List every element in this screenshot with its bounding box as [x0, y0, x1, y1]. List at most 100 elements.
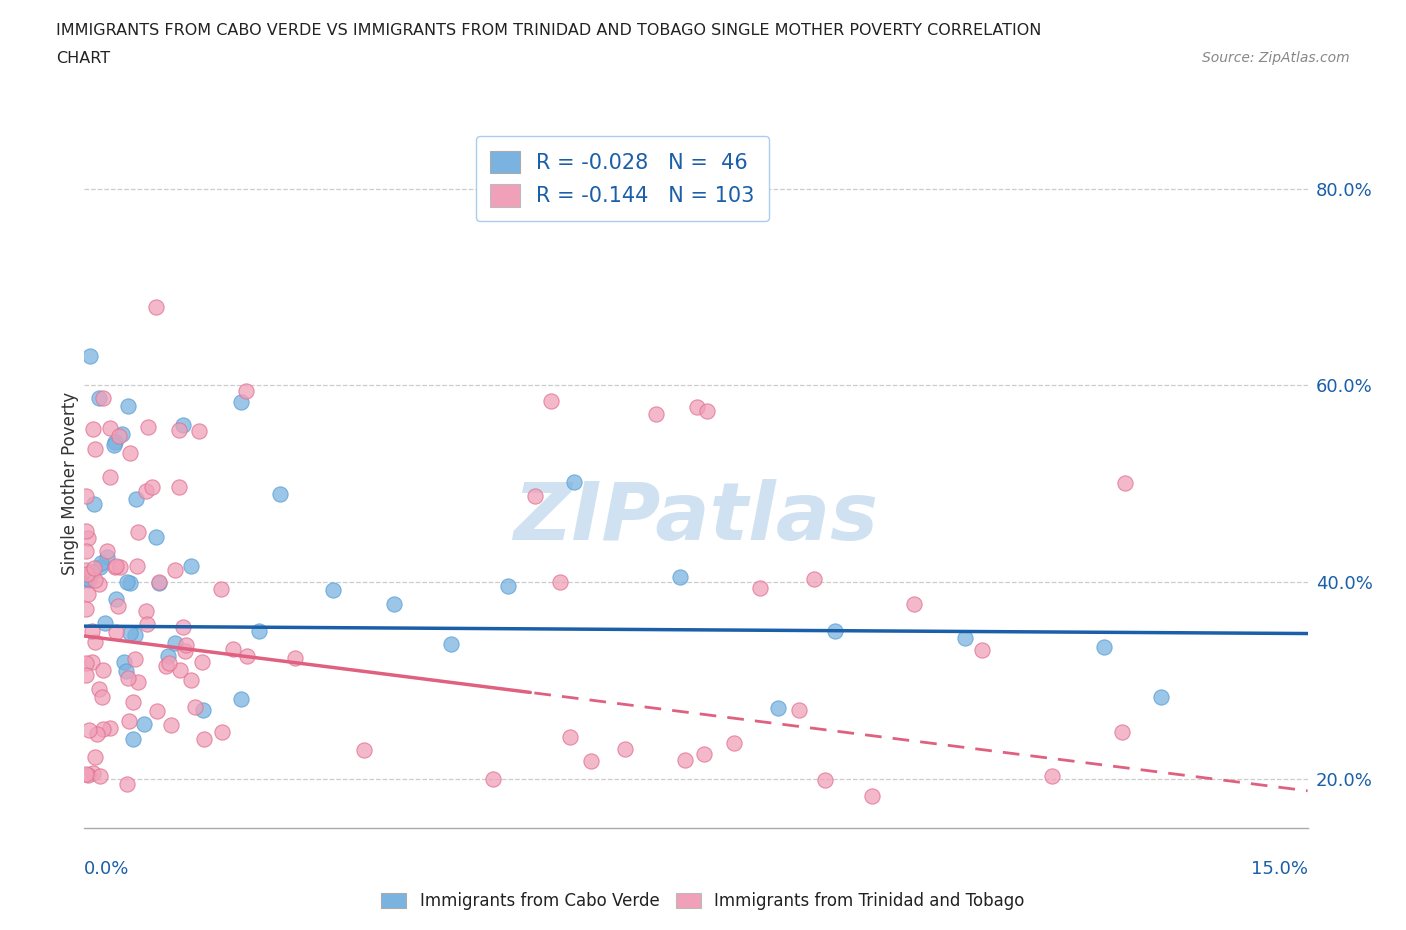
Point — [89, 560, 111, 575]
Point — [104, 434, 127, 449]
Point — [723, 735, 745, 750]
Point — [91, 722, 114, 737]
Point — [1150, 690, 1173, 705]
Text: Source: ZipAtlas.com: Source: ZipAtlas.com — [1202, 51, 1350, 65]
Point — [108, 560, 131, 575]
Point — [91, 391, 114, 405]
Point — [127, 675, 149, 690]
Point — [108, 429, 131, 444]
Point — [127, 525, 149, 539]
Point — [148, 576, 170, 591]
Point — [117, 398, 139, 413]
Point — [134, 717, 156, 732]
Point — [75, 668, 97, 683]
Point — [970, 643, 993, 658]
Point — [686, 399, 709, 414]
Point — [163, 636, 186, 651]
Point — [104, 560, 127, 575]
Point — [80, 623, 103, 638]
Point — [229, 394, 252, 409]
Point — [98, 721, 121, 736]
Point — [117, 671, 139, 685]
Point — [83, 750, 105, 764]
Point — [75, 524, 97, 538]
Point — [124, 652, 146, 667]
Point — [91, 662, 114, 677]
Point — [111, 427, 134, 442]
Point — [84, 572, 107, 587]
Point — [787, 702, 810, 717]
Point — [1040, 769, 1063, 784]
Text: 0.0%: 0.0% — [84, 860, 129, 878]
Point — [613, 742, 636, 757]
Point — [382, 596, 405, 611]
Point — [125, 558, 148, 573]
Point — [114, 664, 136, 679]
Point — [211, 724, 233, 739]
Point — [523, 489, 546, 504]
Point — [562, 474, 585, 489]
Point — [247, 624, 270, 639]
Point — [75, 656, 97, 671]
Point — [174, 638, 197, 653]
Point — [824, 623, 846, 638]
Point — [353, 743, 375, 758]
Point — [76, 586, 98, 601]
Point — [77, 572, 100, 587]
Point — [79, 349, 101, 364]
Point — [174, 644, 197, 659]
Point — [860, 789, 883, 804]
Point — [231, 692, 253, 707]
Point — [155, 658, 177, 673]
Point — [188, 424, 211, 439]
Point — [75, 766, 97, 781]
Point — [157, 648, 180, 663]
Point — [145, 530, 167, 545]
Point — [440, 636, 463, 651]
Point — [191, 702, 214, 717]
Point — [75, 488, 97, 503]
Point — [148, 575, 170, 590]
Point — [1092, 639, 1115, 654]
Point — [77, 571, 100, 586]
Text: CHART: CHART — [56, 51, 110, 66]
Point — [86, 726, 108, 741]
Point — [209, 581, 232, 596]
Text: 15.0%: 15.0% — [1250, 860, 1308, 878]
Point — [107, 599, 129, 614]
Point — [322, 582, 344, 597]
Point — [145, 299, 167, 314]
Point — [118, 625, 141, 640]
Point — [135, 617, 157, 631]
Point — [235, 648, 257, 663]
Point — [89, 769, 111, 784]
Point — [146, 703, 169, 718]
Point — [540, 393, 562, 408]
Point — [673, 752, 696, 767]
Point — [83, 497, 105, 512]
Point — [89, 682, 111, 697]
Point — [167, 422, 190, 437]
Point — [124, 627, 146, 642]
Point — [82, 765, 104, 780]
Point — [180, 673, 202, 688]
Point — [803, 572, 825, 587]
Point — [193, 732, 215, 747]
Point — [118, 713, 141, 728]
Point — [645, 406, 668, 421]
Point — [135, 604, 157, 618]
Point — [122, 695, 145, 710]
Point — [98, 421, 121, 436]
Point — [953, 631, 976, 645]
Point — [167, 479, 190, 494]
Point — [77, 767, 100, 782]
Legend: R = -0.028   N =  46, R = -0.144   N = 103: R = -0.028 N = 46, R = -0.144 N = 103 — [475, 136, 769, 221]
Point — [82, 655, 104, 670]
Text: IMMIGRANTS FROM CABO VERDE VS IMMIGRANTS FROM TRINIDAD AND TOBAGO SINGLE MOTHER : IMMIGRANTS FROM CABO VERDE VS IMMIGRANTS… — [56, 23, 1042, 38]
Point — [668, 570, 690, 585]
Point — [115, 575, 138, 590]
Point — [160, 718, 183, 733]
Point — [172, 418, 194, 432]
Point — [141, 480, 163, 495]
Point — [696, 404, 718, 418]
